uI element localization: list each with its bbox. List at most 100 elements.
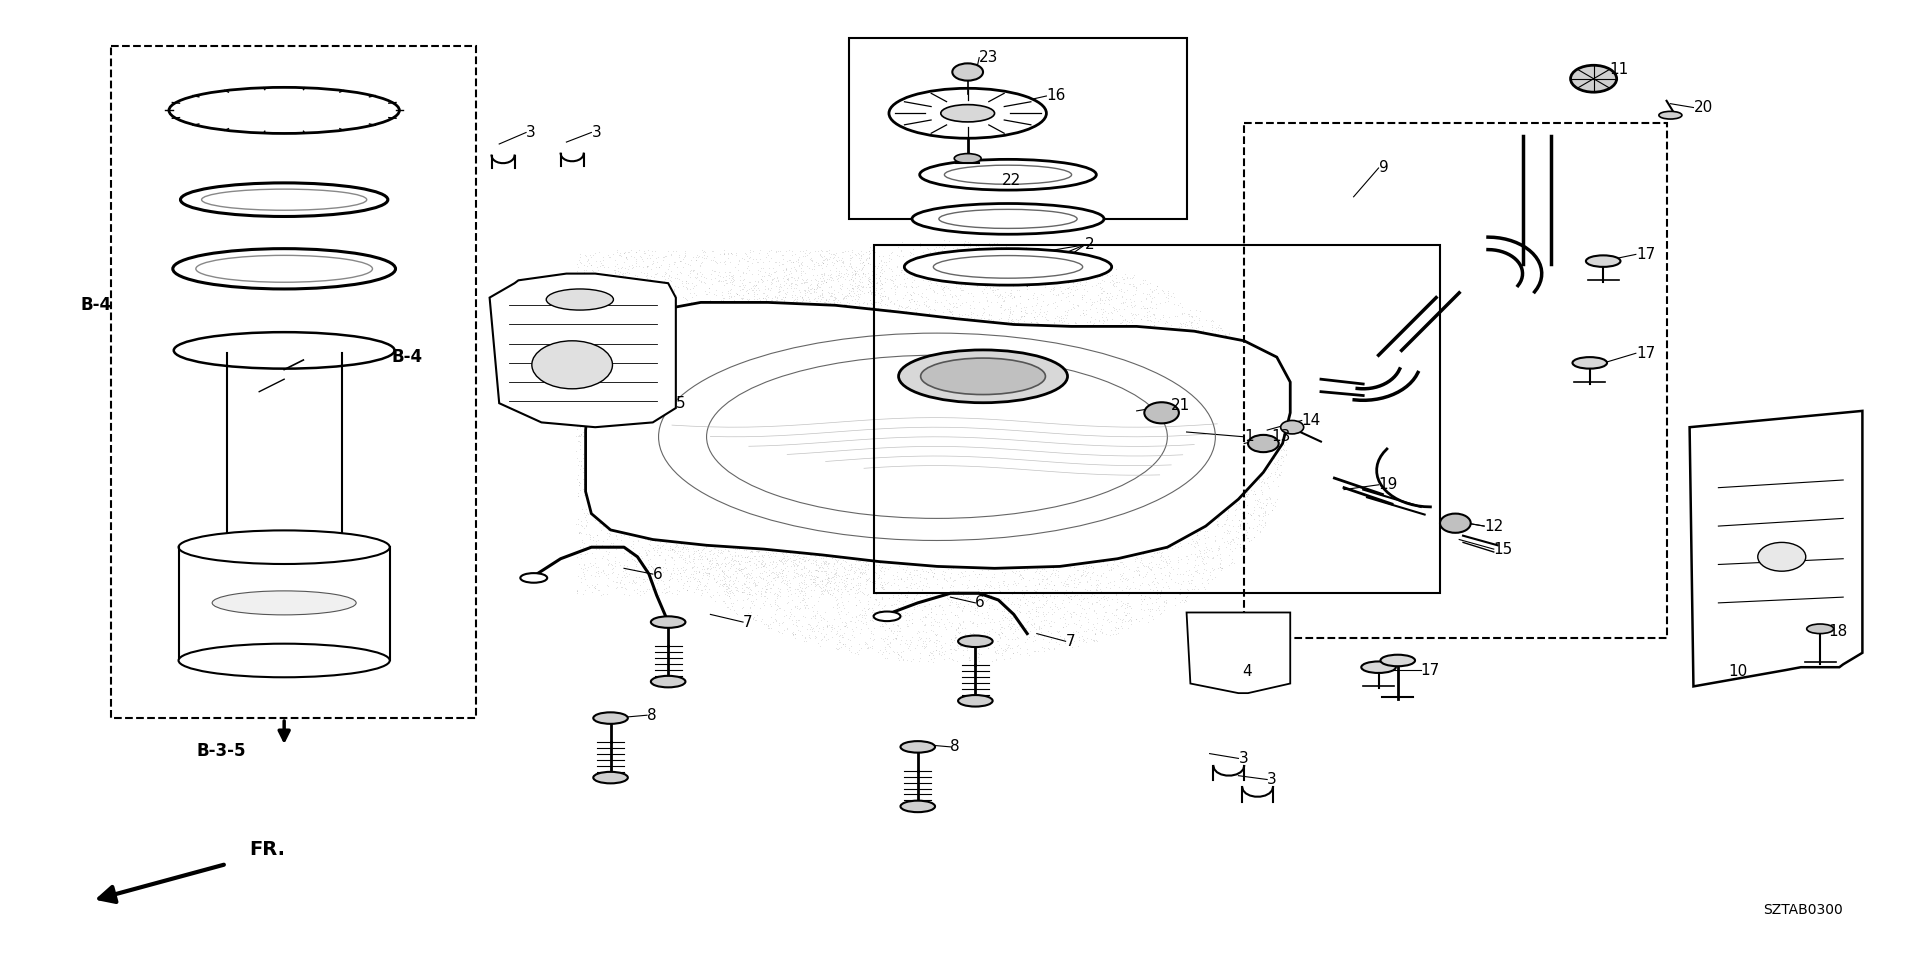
Point bbox=[647, 424, 678, 440]
Point bbox=[831, 496, 862, 512]
Point bbox=[1058, 333, 1089, 348]
Point bbox=[730, 554, 760, 569]
Point bbox=[1098, 461, 1129, 476]
Point bbox=[732, 464, 762, 479]
Point bbox=[768, 458, 799, 473]
Point bbox=[1112, 599, 1142, 614]
Point bbox=[705, 468, 735, 483]
Point bbox=[655, 493, 685, 509]
Point bbox=[1152, 283, 1183, 299]
Point bbox=[649, 437, 680, 452]
Point bbox=[1114, 469, 1144, 485]
Point bbox=[710, 372, 741, 388]
Point bbox=[929, 426, 960, 442]
Point bbox=[793, 375, 824, 391]
Point bbox=[852, 601, 883, 616]
Point bbox=[764, 363, 795, 378]
Point bbox=[795, 363, 826, 378]
Point bbox=[724, 420, 755, 436]
Point bbox=[1056, 256, 1087, 272]
Point bbox=[1110, 519, 1140, 535]
Point bbox=[1002, 336, 1033, 351]
Point bbox=[682, 369, 712, 384]
Point bbox=[741, 321, 772, 336]
Point bbox=[766, 482, 797, 497]
Point bbox=[893, 414, 924, 429]
Point bbox=[864, 477, 895, 492]
Point bbox=[1106, 283, 1137, 299]
Point bbox=[1196, 443, 1227, 458]
Point bbox=[973, 343, 1004, 358]
Point bbox=[975, 381, 1006, 396]
Point bbox=[1108, 388, 1139, 403]
Point bbox=[737, 485, 768, 500]
Point bbox=[789, 517, 820, 533]
Point bbox=[574, 342, 605, 357]
Point bbox=[816, 547, 847, 563]
Point bbox=[1066, 601, 1096, 616]
Point bbox=[1004, 469, 1035, 485]
Point bbox=[672, 351, 703, 367]
Point bbox=[639, 429, 670, 444]
Point bbox=[655, 572, 685, 588]
Point bbox=[854, 461, 885, 476]
Point bbox=[858, 487, 889, 502]
Point bbox=[774, 306, 804, 322]
Point bbox=[691, 505, 722, 520]
Point bbox=[851, 344, 881, 359]
Point bbox=[1058, 432, 1089, 447]
Point bbox=[927, 320, 958, 335]
Point bbox=[847, 260, 877, 276]
Point bbox=[791, 490, 822, 505]
Point bbox=[870, 315, 900, 330]
Point bbox=[925, 640, 956, 656]
Point bbox=[833, 303, 864, 319]
Point bbox=[561, 319, 591, 334]
Point bbox=[973, 447, 1004, 463]
Point bbox=[670, 275, 701, 290]
Point bbox=[762, 291, 793, 306]
Point bbox=[584, 351, 614, 367]
Point bbox=[816, 543, 847, 559]
Point bbox=[1056, 586, 1087, 601]
Point bbox=[630, 461, 660, 476]
Point bbox=[753, 415, 783, 430]
Point bbox=[735, 243, 766, 258]
Point bbox=[910, 406, 941, 421]
Point bbox=[960, 265, 991, 280]
Point bbox=[948, 522, 979, 538]
Point bbox=[829, 371, 860, 386]
Point bbox=[588, 378, 618, 394]
Point bbox=[756, 364, 787, 379]
Point bbox=[570, 451, 601, 467]
Point bbox=[609, 382, 639, 397]
Point bbox=[1137, 291, 1167, 306]
Point bbox=[941, 472, 972, 488]
Point bbox=[826, 286, 856, 301]
Point bbox=[872, 312, 902, 327]
Point bbox=[1062, 276, 1092, 291]
Point bbox=[781, 375, 812, 391]
Point bbox=[810, 475, 841, 491]
Point bbox=[728, 251, 758, 266]
Point bbox=[783, 503, 814, 518]
Point bbox=[791, 495, 822, 511]
Point bbox=[935, 641, 966, 657]
Point bbox=[762, 454, 793, 469]
Point bbox=[607, 308, 637, 324]
Point bbox=[972, 494, 1002, 510]
Bar bbox=[874, 245, 1440, 593]
Point bbox=[637, 252, 668, 268]
Point bbox=[687, 435, 718, 450]
Point bbox=[939, 475, 970, 491]
Point bbox=[933, 334, 964, 349]
Point bbox=[887, 438, 918, 453]
Point bbox=[756, 251, 787, 266]
Ellipse shape bbox=[874, 612, 900, 621]
Point bbox=[716, 529, 747, 544]
Point bbox=[1110, 351, 1140, 367]
Point bbox=[1041, 458, 1071, 473]
Point bbox=[948, 515, 979, 530]
Point bbox=[1025, 369, 1056, 384]
Point bbox=[847, 521, 877, 537]
